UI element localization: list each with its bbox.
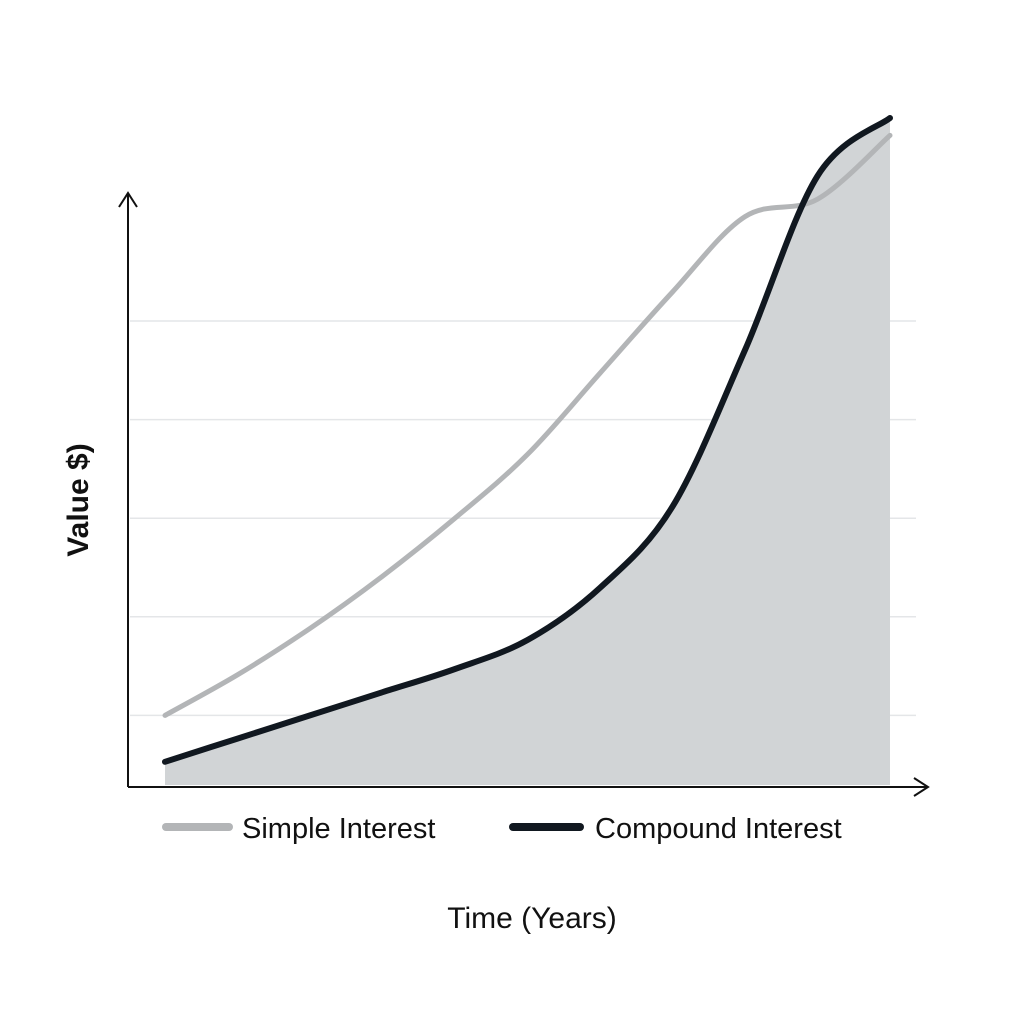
y-axis-title: Value $) [62, 443, 95, 556]
x-axis-title: Time (Years) [447, 902, 616, 935]
y-axis-arrow [118, 191, 138, 208]
series-areas [165, 118, 890, 785]
legend: Simple Interest Compound Interest [162, 813, 842, 845]
legend-label-compound-interest: Compound Interest [595, 813, 842, 845]
simple-interest-line [162, 132, 893, 718]
series-lines [162, 115, 893, 765]
compound-interest-line [162, 115, 893, 765]
x-axis-arrow [913, 777, 930, 797]
y-axis [118, 191, 138, 787]
compound-interest-area [165, 118, 890, 785]
x-axis [128, 777, 930, 797]
legend-label-simple-interest: Simple Interest [242, 813, 435, 845]
